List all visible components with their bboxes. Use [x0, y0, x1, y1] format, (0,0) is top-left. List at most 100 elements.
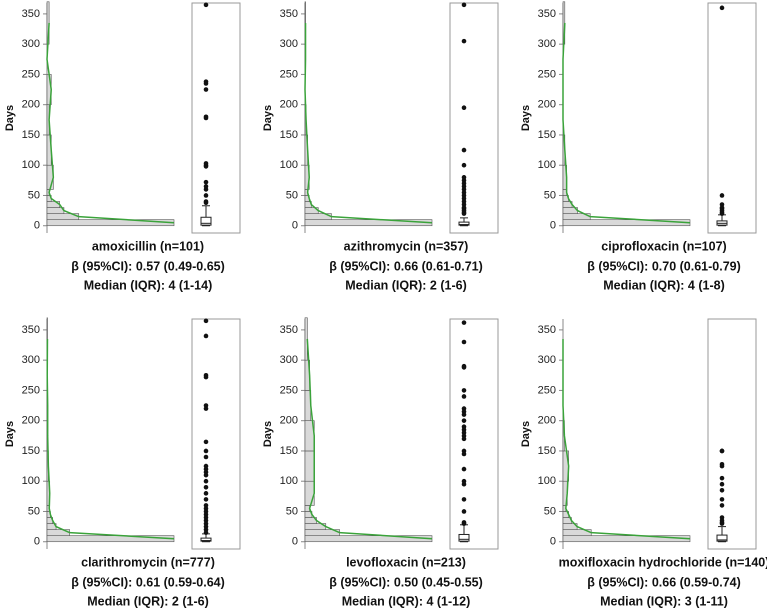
- histogram-bar: [304, 317, 308, 361]
- outlier: [719, 193, 725, 198]
- outlier: [203, 318, 209, 324]
- y-tick-label: 150: [538, 129, 556, 141]
- histogram-bar: [562, 219, 691, 227]
- box: [200, 216, 212, 226]
- y-tick-label: 200: [280, 99, 298, 111]
- y-axis-label: Days: [4, 421, 16, 447]
- y-tick-label: 150: [22, 445, 40, 457]
- box-frame: [191, 2, 241, 234]
- histogram-bar: [46, 219, 175, 227]
- box-frame: [449, 318, 499, 550]
- histogram-bar: [304, 535, 433, 543]
- y-tick-label: 0: [550, 536, 556, 548]
- outlier: [203, 448, 209, 454]
- outlier: [461, 105, 467, 111]
- drug-caption: ciprofloxacin (n=107): [601, 239, 726, 253]
- outlier: [719, 448, 725, 454]
- y-tick-label: 150: [280, 129, 298, 141]
- outlier: [719, 211, 725, 216]
- outlier: [461, 365, 467, 370]
- outlier: [461, 509, 467, 514]
- y-tick-label: 350: [280, 324, 298, 336]
- drug-caption: azithromycin (n=357): [344, 239, 469, 253]
- outlier: [719, 475, 725, 481]
- outlier: [461, 466, 467, 472]
- median-caption: Median (IQR): 3 (1-11): [600, 594, 728, 608]
- y-tick-label: 0: [34, 536, 40, 548]
- y-tick-label: 50: [28, 189, 40, 201]
- median-caption: Median (IQR): 4 (1-8): [603, 278, 725, 292]
- outlier: [203, 406, 209, 411]
- fit-curve: [562, 22, 691, 224]
- beta-caption: β (95%CI): 0.57 (0.49-0.65): [71, 259, 225, 273]
- median-caption: Median (IQR): 4 (1-14): [84, 278, 213, 292]
- y-tick-label: 200: [22, 415, 40, 427]
- y-tick-label: 0: [292, 536, 298, 548]
- outlier: [461, 339, 467, 345]
- outlier: [203, 530, 209, 535]
- y-tick-label: 100: [22, 475, 40, 487]
- fit-curve: [46, 22, 175, 224]
- outlier: [461, 451, 467, 457]
- outlier: [203, 200, 209, 206]
- y-tick-label: 200: [280, 415, 298, 427]
- histogram-bar: [304, 219, 433, 227]
- histogram-bar: [304, 450, 315, 482]
- outlier: [461, 418, 467, 423]
- histogram-bar: [304, 480, 315, 506]
- y-tick-label: 250: [538, 384, 556, 396]
- y-tick-label: 250: [22, 384, 40, 396]
- fit-curve: [46, 338, 175, 540]
- box-frame: [449, 2, 499, 234]
- outlier: [461, 320, 467, 325]
- box-frame: [707, 318, 757, 550]
- fit-curve: [304, 22, 433, 224]
- beta-caption: β (95%CI): 0.70 (0.61-0.79): [587, 259, 741, 273]
- y-tick-label: 350: [538, 8, 556, 20]
- outlier: [203, 115, 209, 121]
- panel: 0 50 100 150 200 250 300 350 Days azithromycin (n…: [262, 1, 499, 292]
- outlier: [719, 463, 725, 469]
- panel: 0 50 100 150 200 250 300 350 Days levofloxacin (n…: [262, 317, 499, 608]
- histogram-bar: [46, 207, 65, 214]
- outlier: [461, 497, 467, 502]
- y-tick-label: 100: [538, 159, 556, 171]
- outlier: [203, 193, 209, 198]
- outlier: [461, 394, 467, 399]
- drug-caption: levofloxacin (n=213): [346, 555, 466, 569]
- outlier: [461, 147, 467, 153]
- outlier: [461, 412, 467, 417]
- outlier: [203, 179, 209, 185]
- box-frame: [191, 318, 241, 550]
- outlier: [203, 81, 209, 86]
- outlier: [203, 497, 209, 502]
- y-tick-label: 150: [538, 445, 556, 457]
- outlier: [461, 436, 467, 442]
- y-tick-label: 200: [22, 99, 40, 111]
- y-tick-label: 0: [34, 220, 40, 232]
- panel: 0 50 100 150 200 250 300 350 Days moxifloxacin hy…: [520, 318, 767, 608]
- drug-caption: clarithromycin (n=777): [81, 555, 215, 569]
- outlier: [203, 374, 209, 380]
- outlier: [461, 481, 467, 487]
- y-tick-label: 50: [286, 505, 298, 517]
- histogram-bar: [562, 535, 691, 543]
- y-tick-label: 150: [22, 129, 40, 141]
- outlier: [203, 491, 209, 496]
- y-tick-label: 350: [22, 8, 40, 20]
- outlier: [203, 164, 209, 169]
- box-frame: [707, 2, 757, 234]
- box: [458, 533, 470, 542]
- y-tick-label: 50: [544, 505, 556, 517]
- fit-curve: [306, 338, 433, 540]
- outlier: [203, 87, 209, 92]
- outlier: [461, 2, 467, 8]
- y-tick-label: 300: [538, 354, 556, 366]
- outlier: [719, 481, 725, 487]
- y-tick-label: 200: [538, 99, 556, 111]
- y-tick-label: 100: [280, 475, 298, 487]
- y-tick-label: 300: [280, 38, 298, 50]
- y-tick-label: 150: [280, 445, 298, 457]
- outlier: [461, 211, 467, 216]
